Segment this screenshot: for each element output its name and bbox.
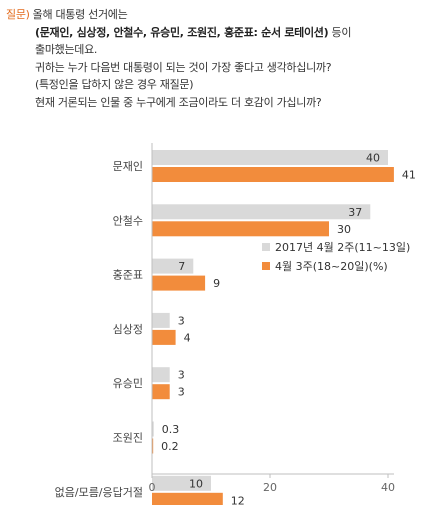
bar-week3 — [152, 329, 176, 345]
question-line-2-tail: 등이 — [331, 25, 352, 39]
question-line-1: 올해 대통령 선거에는 — [32, 8, 128, 21]
bar-week3 — [152, 384, 170, 400]
category-label: 유승민 — [113, 377, 143, 390]
legend-label-week3: 4월 3주(18~20일)(%) — [275, 259, 388, 273]
category-label: 심상정 — [113, 323, 143, 336]
bar-week3 — [152, 221, 329, 237]
bar-week3 — [152, 492, 223, 505]
value-label-week2: 40 — [366, 152, 380, 165]
bar-week2 — [152, 258, 194, 274]
question-line-3: 출마했는데요. — [35, 43, 98, 56]
question-line-4: 귀하는 누가 다음번 대통령이 되는 것이 가장 좋다고 생각하십니까? — [35, 60, 332, 74]
category-label: 안철수 — [113, 214, 143, 227]
tick-label: 40 — [381, 481, 395, 494]
question-line-6: 현재 거론되는 인물 중 누구에게 조금이라도 더 호감이 가십니까? — [35, 95, 322, 109]
value-label-week2: 3 — [178, 314, 185, 327]
category-label: 없음/모름/응답거절 — [55, 486, 143, 499]
category-label: 문재인 — [113, 160, 143, 173]
bar-week2 — [152, 367, 170, 383]
category-label: 홍준표 — [113, 268, 143, 282]
value-label-week2: 0.3 — [162, 423, 180, 436]
question-line-5: (특정인을 답하지 않은 경우 재질문) — [35, 78, 194, 91]
value-label-week2: 10 — [189, 477, 203, 490]
value-label-week3: 12 — [231, 494, 245, 505]
question-text: 질문) 올해 대통령 선거에는 (문재인, 심상정, 안철수, 유승민, 조원진,… — [6, 6, 432, 111]
tick-label: 0 — [149, 481, 156, 494]
bar-week2 — [152, 421, 154, 437]
value-label-week3: 9 — [213, 277, 220, 290]
bar-week2 — [152, 150, 388, 165]
legend-swatch-week3 — [262, 262, 270, 270]
bar-week2 — [152, 475, 211, 491]
value-label-week3: 0.2 — [161, 440, 179, 453]
value-label-week3: 30 — [337, 223, 351, 236]
bar-week3 — [152, 438, 154, 454]
value-label-week2: 37 — [348, 206, 362, 219]
bar-week3 — [152, 167, 394, 182]
question-label: 질문) — [6, 8, 30, 21]
bar-week3 — [152, 275, 206, 291]
bar-week2 — [152, 312, 170, 328]
question-candidates: (문재인, 심상정, 안철수, 유승민, 조원진, 홍준표: 순서 로테이션) — [35, 25, 329, 39]
category-label: 조원진 — [113, 432, 143, 445]
value-label-week2: 7 — [178, 260, 185, 273]
value-label-week3: 4 — [184, 331, 191, 344]
legend-label-week2: 2017년 4월 2주(11~13일) — [275, 240, 410, 254]
tick-label: 20 — [263, 481, 277, 494]
value-label-week2: 3 — [178, 369, 185, 382]
bar-week2 — [152, 204, 371, 220]
value-label-week3: 41 — [402, 169, 416, 182]
value-label-week3: 3 — [178, 386, 185, 399]
legend-swatch-week2 — [262, 243, 270, 251]
